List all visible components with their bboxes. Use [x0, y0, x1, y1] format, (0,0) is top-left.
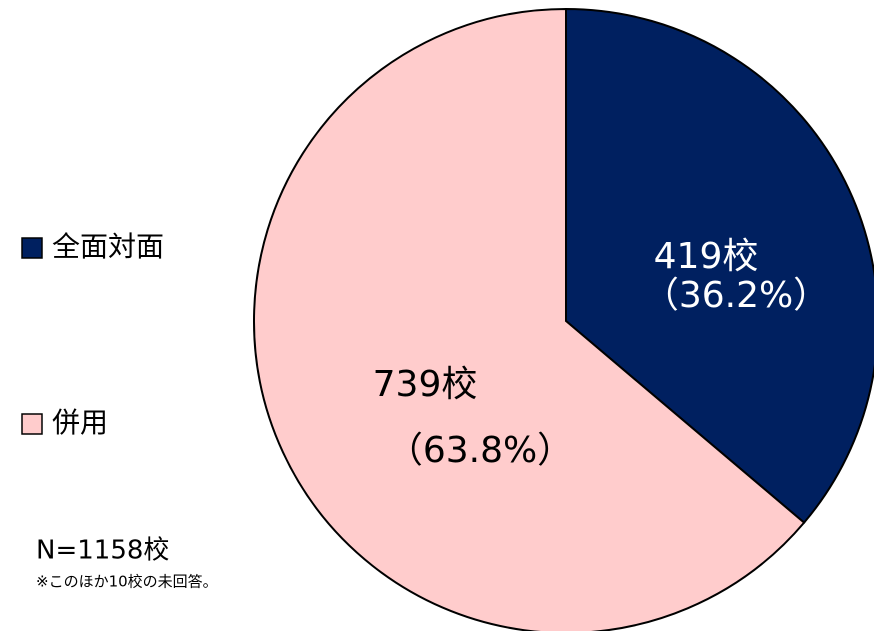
- percent-label: （63.8%）: [387, 430, 573, 471]
- legend-swatch: [21, 237, 43, 259]
- note: ※このほか10校の未回答。: [36, 573, 218, 591]
- legend-swatch: [21, 413, 43, 435]
- percent-label: （36.2%）: [643, 275, 829, 316]
- legend-label: 併用: [52, 406, 108, 439]
- pie-slice: [565, 7, 874, 525]
- value-label: 739校: [373, 364, 478, 405]
- pie-slice: [253, 7, 806, 631]
- legend-label: 全面対面: [52, 230, 164, 263]
- total-label: N=1158校: [36, 536, 169, 566]
- value-label: 419校: [654, 236, 759, 277]
